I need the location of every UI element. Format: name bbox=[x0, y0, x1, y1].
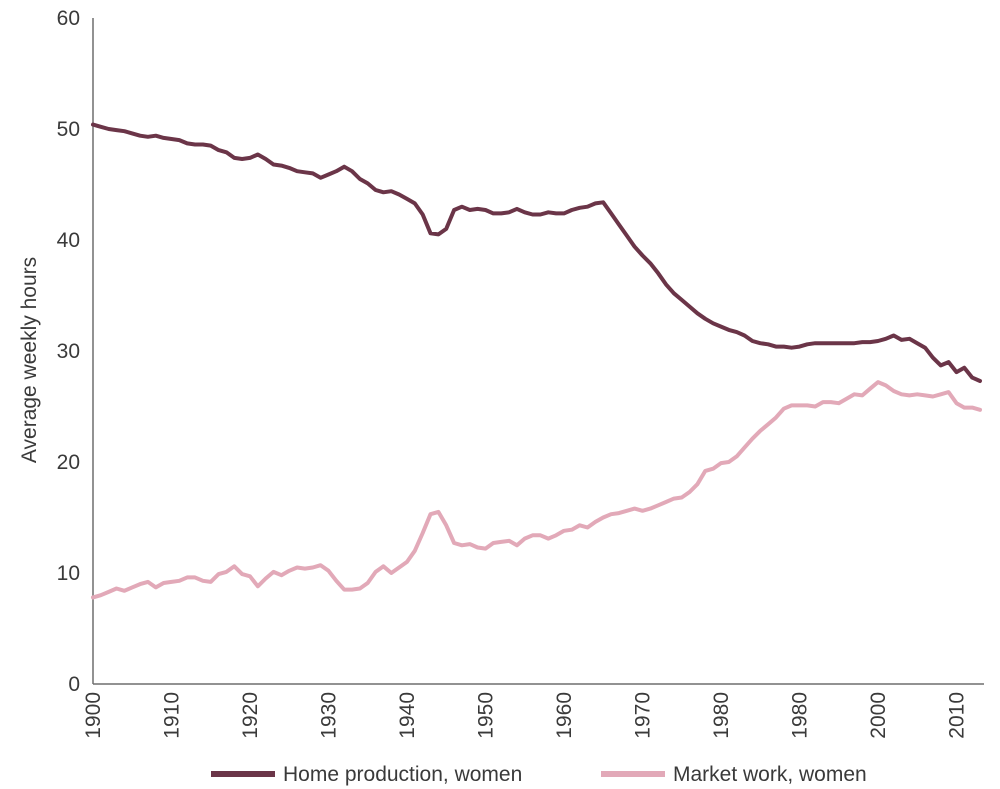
y-tick-labels: 0 10 20 30 40 50 60 bbox=[57, 7, 80, 696]
x-tick-label: 1900 bbox=[82, 692, 105, 739]
x-tick-label: 1930 bbox=[317, 692, 340, 739]
y-tick-label: 40 bbox=[57, 229, 80, 252]
x-tick-label: 1970 bbox=[631, 692, 654, 739]
x-tick-labels: 1900 1910 1920 1930 1940 1950 1960 1970 1980 1980… bbox=[82, 692, 968, 739]
x-tick-label: 1910 bbox=[160, 692, 183, 739]
y-tick-label: 30 bbox=[57, 340, 80, 363]
x-tick-label: 1920 bbox=[239, 692, 262, 739]
x-tick-label: 1980 bbox=[788, 692, 811, 739]
y-tick-label: 0 bbox=[68, 673, 80, 696]
series-line-0 bbox=[91, 122, 982, 383]
series-lines bbox=[91, 122, 982, 600]
y-tick-label: 50 bbox=[57, 118, 80, 141]
legend-label: Home production, women bbox=[283, 763, 522, 786]
x-tick-label: 1940 bbox=[396, 692, 419, 739]
series-line-1 bbox=[91, 380, 982, 600]
y-tick-label: 60 bbox=[57, 7, 80, 30]
x-tick-label: 1980 bbox=[710, 692, 733, 739]
x-tick-label: 2000 bbox=[867, 692, 890, 739]
legend: Home production, women Market work, women bbox=[211, 763, 867, 786]
y-axis-title: Average weekly hours bbox=[18, 257, 41, 463]
x-tick-label: 1960 bbox=[553, 692, 576, 739]
x-tick-label: 2010 bbox=[945, 692, 968, 739]
x-tick-label: 1950 bbox=[474, 692, 497, 739]
legend-label: Market work, women bbox=[673, 763, 867, 786]
y-tick-label: 10 bbox=[57, 562, 80, 585]
y-tick-label: 20 bbox=[57, 451, 80, 474]
